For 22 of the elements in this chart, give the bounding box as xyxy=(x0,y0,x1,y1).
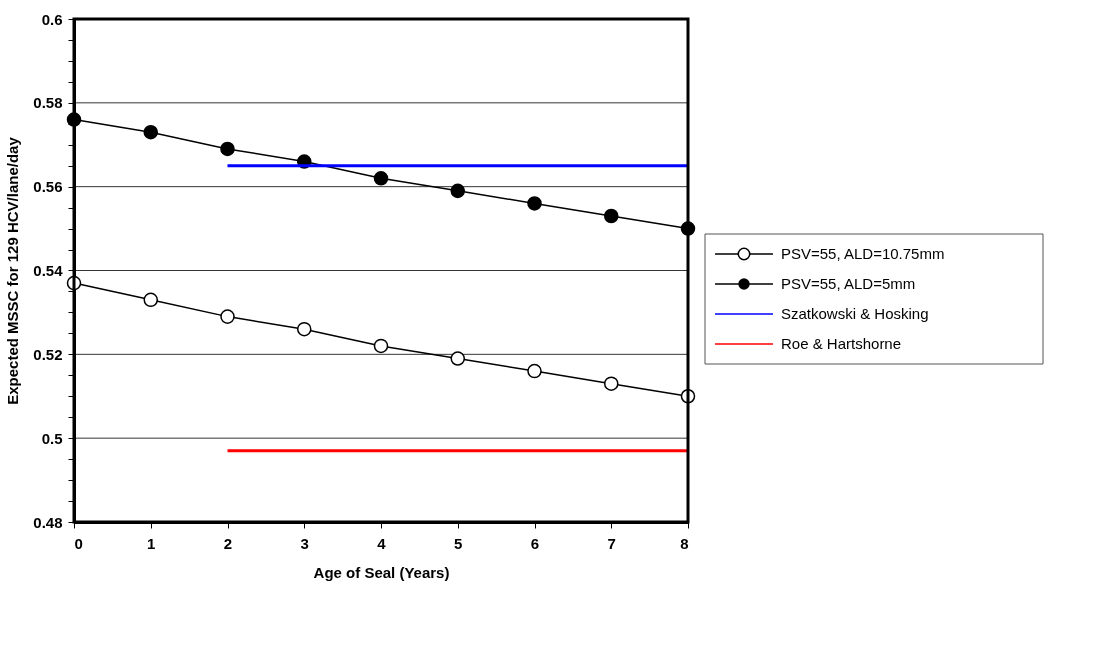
legend-label: PSV=55, ALD=5mm xyxy=(781,275,916,292)
y-tick-label: 0.56 xyxy=(33,178,63,196)
x-tick-label: 1 xyxy=(147,534,156,552)
y-tick-label: 0.52 xyxy=(33,345,63,363)
y-axis-title: Expected MSSC for 129 HCV/lane/day xyxy=(4,136,22,405)
y-tick-label: 0.6 xyxy=(41,10,63,28)
legend-label: Roe & Hartshorne xyxy=(781,335,902,352)
x-tick-label: 4 xyxy=(377,534,387,552)
legend-label: Szatkowski & Hosking xyxy=(781,305,929,322)
y-tick-label: 0.5 xyxy=(41,429,63,447)
y-tick-label: 0.58 xyxy=(33,94,63,112)
x-tick-label: 3 xyxy=(300,534,309,552)
x-tick-label: 6 xyxy=(530,534,540,552)
x-tick-label: 0 xyxy=(74,534,83,552)
x-axis-title: Age of Seal (Years) xyxy=(313,563,450,581)
legend-label: PSV=55, ALD=10.75mm xyxy=(781,245,945,262)
x-tick-label: 7 xyxy=(607,534,616,552)
x-tick-label: 8 xyxy=(680,534,689,552)
y-tick-label: 0.48 xyxy=(33,513,63,531)
y-tick-label: 0.54 xyxy=(33,262,64,279)
x-tick-label: 2 xyxy=(223,534,233,552)
x-tick-label: 5 xyxy=(454,534,463,552)
